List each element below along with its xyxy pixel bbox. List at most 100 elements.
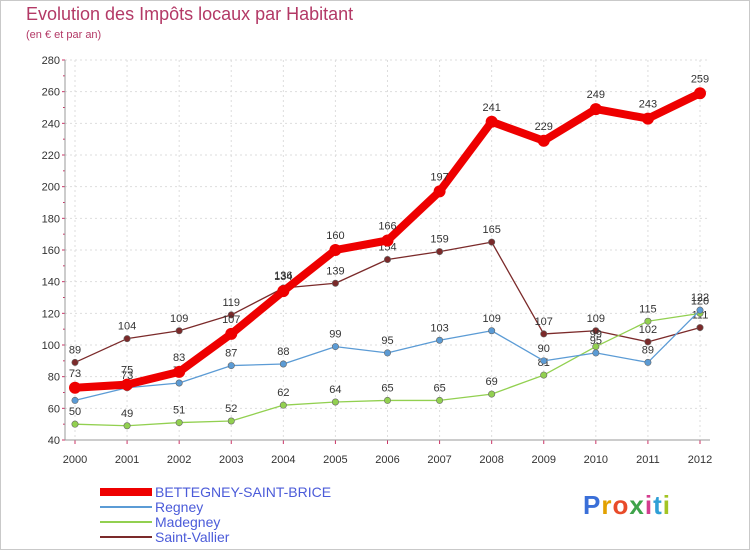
data-label: 99	[590, 329, 602, 341]
data-point	[71, 420, 79, 428]
data-point	[540, 357, 548, 365]
data-label: 159	[430, 234, 448, 246]
data-point	[331, 343, 339, 351]
data-point	[696, 306, 704, 314]
data-point	[540, 371, 548, 379]
x-tick-label: 2009	[532, 454, 556, 466]
data-point	[329, 244, 342, 256]
data-point	[175, 379, 183, 387]
data-point	[485, 115, 498, 128]
data-point	[279, 401, 287, 409]
data-point	[488, 390, 496, 398]
data-point	[592, 349, 600, 357]
data-point	[696, 324, 704, 332]
x-tick-label: 2004	[271, 454, 295, 466]
y-tick-label: 60	[48, 403, 60, 415]
data-point	[383, 396, 391, 404]
data-point	[225, 327, 238, 340]
x-tick-label: 2002	[167, 454, 191, 466]
legend-label: Saint-Vallier	[155, 529, 230, 545]
data-label: 165	[482, 224, 500, 236]
data-point	[488, 327, 496, 335]
data-point	[383, 255, 391, 263]
data-label: 89	[69, 344, 81, 356]
data-label: 73	[121, 370, 133, 382]
data-point	[71, 396, 79, 404]
data-point	[436, 336, 444, 344]
data-point	[694, 87, 706, 100]
data-point	[488, 238, 496, 246]
data-point	[331, 398, 339, 406]
legend-label: Madegney	[155, 514, 221, 530]
y-tick-label: 240	[42, 118, 60, 130]
x-tick-label: 2005	[323, 454, 347, 466]
data-label: 160	[326, 230, 344, 242]
data-point	[644, 358, 652, 366]
data-label: 107	[535, 316, 553, 328]
data-label: 65	[381, 382, 393, 394]
data-label: 64	[329, 384, 341, 396]
data-point	[381, 234, 394, 247]
proxiti-logo: Proxiti	[583, 490, 671, 521]
data-point	[433, 185, 446, 198]
legend-swatch	[100, 536, 152, 538]
data-label: 103	[430, 322, 448, 334]
y-tick-label: 100	[42, 340, 60, 352]
data-label: 241	[482, 102, 500, 114]
data-point	[537, 134, 550, 147]
y-tick-label: 220	[42, 150, 60, 162]
data-label: 95	[381, 335, 393, 347]
legend-label: BETTEGNEY-SAINT-BRICE	[155, 484, 332, 500]
data-point	[644, 338, 652, 346]
y-tick-label: 80	[48, 372, 60, 384]
data-label: 259	[691, 73, 709, 85]
x-tick-label: 2006	[375, 454, 399, 466]
data-label: 83	[173, 352, 185, 364]
data-label: 134	[274, 271, 292, 283]
data-point	[173, 365, 186, 378]
data-label: 197	[430, 171, 448, 183]
data-point	[331, 279, 339, 287]
y-tick-label: 260	[42, 87, 60, 99]
x-tick-label: 2003	[219, 454, 243, 466]
y-tick-label: 140	[42, 277, 60, 289]
chart-title: Evolution des Impôts locaux par Habitant	[26, 4, 354, 24]
data-point	[383, 349, 391, 357]
data-point	[644, 317, 652, 325]
data-label: 73	[69, 368, 81, 380]
data-label: 109	[587, 313, 605, 325]
data-point	[589, 103, 602, 116]
data-point	[175, 327, 183, 335]
x-tick-label: 2007	[427, 454, 451, 466]
data-point	[71, 358, 79, 366]
x-tick-label: 2010	[584, 454, 608, 466]
x-tick-label: 2008	[479, 454, 503, 466]
logo-letter: x	[629, 490, 645, 520]
data-point	[69, 381, 81, 394]
data-label: 229	[535, 121, 553, 133]
data-label: 107	[222, 314, 240, 326]
data-point	[227, 417, 235, 425]
data-point	[227, 311, 235, 319]
data-label: 115	[639, 303, 657, 315]
data-point	[123, 335, 131, 343]
data-label: 69	[486, 376, 498, 388]
data-label: 95	[590, 335, 602, 347]
data-label: 119	[222, 297, 240, 309]
data-label: 51	[173, 405, 185, 417]
data-label: 122	[691, 292, 709, 304]
data-point	[279, 360, 287, 368]
x-tick-label: 2012	[688, 454, 712, 466]
data-label: 87	[225, 348, 237, 360]
data-label: 50	[69, 406, 81, 418]
data-point	[436, 248, 444, 256]
data-point	[175, 419, 183, 427]
legend-swatch	[100, 521, 152, 523]
data-label: 120	[691, 295, 709, 307]
y-tick-label: 200	[42, 182, 60, 194]
x-tick-label: 2001	[115, 454, 139, 466]
data-label: 102	[639, 324, 657, 336]
data-point	[641, 112, 654, 125]
data-label: 49	[121, 408, 133, 420]
data-label: 104	[118, 321, 136, 333]
